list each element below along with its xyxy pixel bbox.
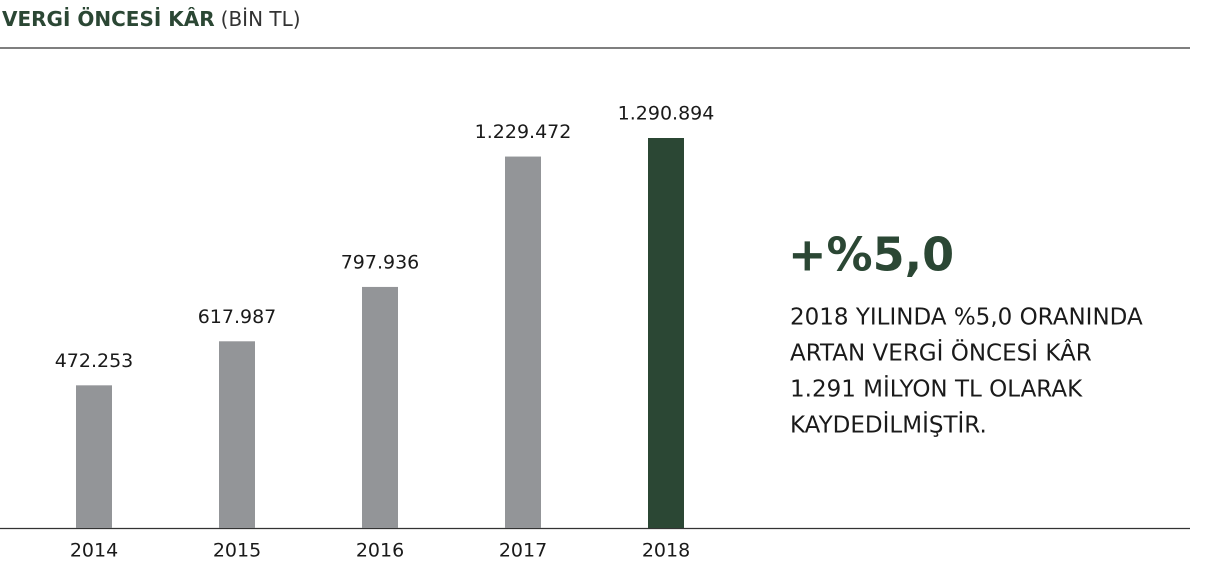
chart-title: VERGİ ÖNCESİ KÂR (BİN TL) — [2, 7, 301, 31]
x-tick-label: 2014 — [70, 540, 118, 562]
x-tick-label: 2016 — [356, 540, 404, 562]
bar — [362, 286, 398, 528]
bar — [76, 385, 112, 528]
x-tick-label: 2017 — [499, 540, 547, 562]
bar — [219, 341, 255, 528]
x-tick-label: 2018 — [642, 540, 690, 562]
value-label: 797.936 — [341, 251, 420, 273]
value-label: 617.987 — [198, 306, 277, 328]
title: VERGİ ÖNCESİ KÂR — [2, 7, 215, 31]
annotation-headline: +%5,0 — [788, 228, 954, 282]
annotation-line: KAYDEDİLMİŞTİR. — [790, 411, 987, 439]
value-label: 1.229.472 — [475, 121, 572, 143]
annotation-line: 2018 YILINDA %5,0 ORANINDA — [790, 305, 1143, 331]
subtitle: (BİN TL) — [221, 7, 301, 31]
annotation-line: 1.291 MİLYON TL OLARAK — [790, 375, 1083, 403]
bar — [648, 138, 684, 528]
annotation-line: ARTAN VERGİ ÖNCESİ KÂR — [790, 339, 1092, 367]
x-tick-label: 2015 — [213, 540, 261, 562]
value-label: 472.253 — [55, 350, 134, 372]
value-label: 1.290.894 — [618, 103, 715, 125]
bar — [505, 156, 541, 528]
